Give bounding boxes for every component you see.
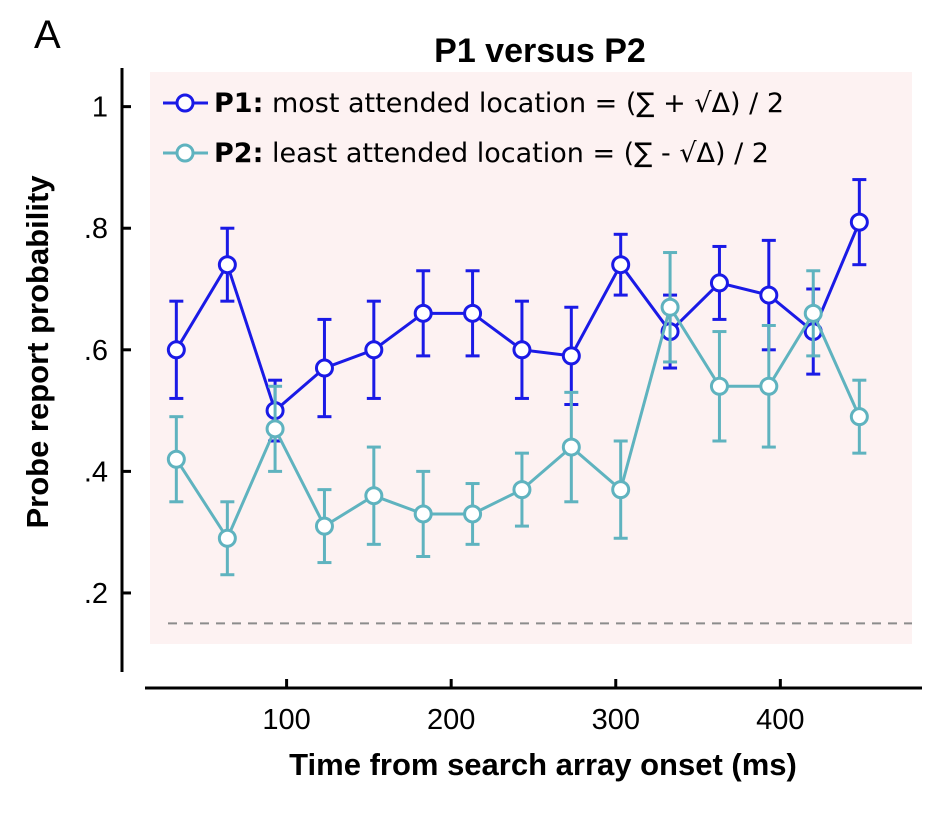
p2-point [413, 504, 433, 524]
p1-point [759, 285, 779, 305]
p2-point [463, 504, 483, 524]
p2-point [512, 480, 532, 500]
p2-legend-text: least attended location = (∑ - √Δ) / 2 [263, 138, 769, 169]
p2-legend-marker [175, 143, 195, 163]
p1-point [413, 303, 433, 323]
x-tick-label: 200 [427, 704, 475, 736]
p2-legend-label: P2: least attended location = (∑ - √Δ) /… [214, 138, 769, 169]
chart-title: P1 versus P2 [434, 32, 646, 70]
x-axis-label: Time from search array onset (ms) [289, 747, 797, 782]
p1-point [709, 273, 729, 293]
x-tick-label: 400 [756, 704, 804, 736]
y-tick-label: .8 [84, 213, 108, 245]
p1-legend-bold: P1: [214, 88, 263, 119]
p2-point [364, 486, 384, 506]
p2-point [660, 297, 680, 317]
p1-point [217, 255, 237, 275]
p2-legend-bold: P2: [214, 138, 263, 169]
y-tick-label: .4 [84, 456, 108, 488]
p1-point [512, 340, 532, 360]
p1-point [166, 340, 186, 360]
y-axis-label: Probe report probability [20, 175, 55, 529]
p1-point [314, 358, 334, 378]
p1-point [611, 255, 631, 275]
p2-point [849, 407, 869, 427]
p2-point [803, 303, 823, 323]
x-tick-label: 100 [262, 704, 310, 736]
p2-point [217, 528, 237, 548]
p1-point [561, 346, 581, 366]
p2-point [561, 437, 581, 457]
p2-point [314, 516, 334, 536]
y-tick-label: 1 [92, 92, 108, 124]
p2-point [265, 419, 285, 439]
x-tick-label: 300 [592, 704, 640, 736]
panel-label: A [34, 13, 61, 57]
p1-point [849, 212, 869, 232]
plot-area: .2 .4 .6 .8 1 100 200 300 400 P1: most attended l… [84, 68, 922, 736]
p2-point [759, 376, 779, 396]
p2-point [611, 480, 631, 500]
p1-legend-marker [175, 93, 195, 113]
p1-point [463, 303, 483, 323]
p2-point [709, 376, 729, 396]
y-tick-label: .2 [84, 578, 108, 610]
p1-legend-text: most attended location = (∑ + √Δ) / 2 [263, 88, 784, 119]
y-tick-label: .6 [84, 335, 108, 367]
p1-legend-label: P1: most attended location = (∑ + √Δ) / … [214, 88, 784, 119]
p1-point [364, 340, 384, 360]
p2-point [166, 449, 186, 469]
